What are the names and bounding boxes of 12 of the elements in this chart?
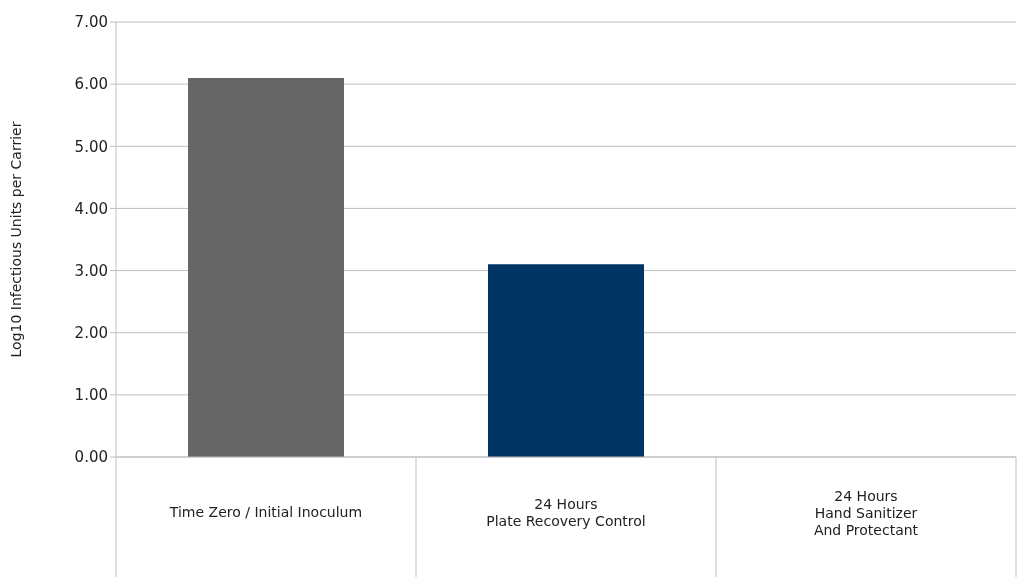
- y-tick-label: 6.00: [74, 75, 108, 94]
- x-tick-label: Time Zero / Initial Inoculum: [168, 504, 363, 520]
- y-tick-label: 0.00: [74, 448, 108, 467]
- y-tick-label: 5.00: [74, 137, 108, 156]
- y-tick-label: 4.00: [74, 199, 108, 218]
- y-axis-title: Log10 Infectious Units per Carrier: [7, 121, 24, 358]
- y-tick-label: 2.00: [74, 324, 108, 343]
- y-tick-label: 3.00: [74, 261, 108, 280]
- y-tick-label: 1.00: [74, 386, 108, 405]
- x-tick-label: 24 Hours Plate Recovery Control: [486, 496, 646, 529]
- y-tick-label: 7.00: [74, 13, 108, 32]
- x-tick-label: 24 Hours Hand Sanitizer And Protectant: [813, 488, 919, 538]
